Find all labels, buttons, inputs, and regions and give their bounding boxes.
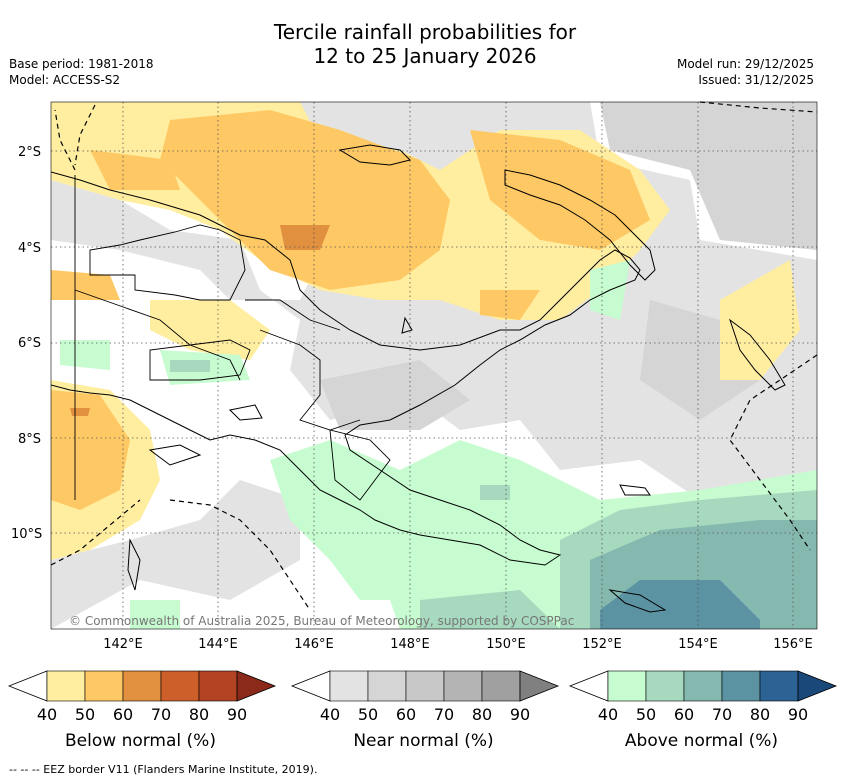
colorbar-tick-label: 80: [189, 705, 209, 724]
colorbar-min-extend: [7, 670, 48, 702]
colorbar-tick-label: 50: [358, 705, 378, 724]
model-name: Model: ACCESS-S2: [9, 73, 121, 87]
colorbar-tick-label: 90: [788, 705, 808, 724]
eez-borders: [50, 101, 818, 611]
colorbar-segment: [683, 670, 723, 702]
colorbar-segment: [46, 670, 86, 702]
colorbar-min-extend: [290, 670, 331, 702]
colorbar-tick-label: 60: [674, 705, 694, 724]
lon-label: 154°E: [678, 637, 718, 652]
lon-label: 156°E: [773, 637, 813, 652]
lat-label: 2°S: [18, 145, 41, 160]
colorbar-segment: [481, 670, 521, 702]
lon-label: 142°E: [103, 637, 143, 652]
colorbar-max-extend: [236, 670, 277, 702]
title-line-2: 12 to 25 January 2026: [313, 44, 537, 68]
colorbar-tick-label: 80: [750, 705, 770, 724]
lat-labels: 2°S 4°S 6°S 8°S 10°S: [11, 145, 42, 542]
lon-label: 152°E: [582, 637, 622, 652]
colorbar-below-normal: 40 50 60 70 80 90: [7, 670, 277, 724]
colorbar-segment: [721, 670, 761, 702]
colorbar-segment: [405, 670, 445, 702]
colorbar-segment: [645, 670, 685, 702]
colorbar-tick-label: 50: [75, 705, 95, 724]
colorbar-segment: [443, 670, 483, 702]
colorbar-above-normal: 40 50 60 70 80 90: [568, 670, 838, 724]
colorbar-segment: [122, 670, 162, 702]
lat-label: 6°S: [18, 336, 41, 351]
colorbar-segment: [84, 670, 124, 702]
colorbar-tick-label: 50: [636, 705, 656, 724]
colorbar-segment: [607, 670, 647, 702]
map-title: Tercile rainfall probabilities for 12 to…: [0, 20, 850, 68]
colorbar-tick-label: 60: [113, 705, 133, 724]
model-info: Base period: 1981-2018 Model: ACCESS-S2: [9, 56, 154, 88]
colorbar-segment: [198, 670, 238, 702]
lon-label: 150°E: [486, 637, 526, 652]
lon-label: 148°E: [390, 637, 430, 652]
colorbar-max-extend: [519, 670, 560, 702]
colorbar-tick-label: 40: [320, 705, 340, 724]
lon-label: 146°E: [294, 637, 334, 652]
probability-shading: [51, 102, 817, 629]
colorbar-max-extend: [797, 670, 838, 702]
run-info: Model run: 29/12/2025 Issued: 31/12/2025: [677, 56, 814, 88]
lat-label: 8°S: [18, 432, 41, 447]
lat-label: 4°S: [18, 241, 41, 256]
eez-footnote: -- -- -- EEZ border V11 (Flanders Marine…: [9, 763, 318, 776]
model-run: Model run: 29/12/2025: [676, 57, 814, 71]
issued-date: Issued: 31/12/2025: [698, 73, 814, 87]
copyright-text: © Commonwealth of Australia 2025, Bureau…: [69, 614, 574, 628]
colorbar-tick-label: 40: [598, 705, 618, 724]
coastlines: [51, 144, 786, 613]
lon-labels: 142°E 144°E 146°E 148°E 150°E 152°E 154°…: [103, 637, 813, 652]
graticule: [51, 102, 817, 629]
colorbar-title-above: Above normal (%): [624, 731, 779, 751]
colorbar-segment: [367, 670, 407, 702]
map-frame: [50, 101, 818, 630]
colorbar-segment: [160, 670, 200, 702]
colorbar-segment: [759, 670, 799, 702]
colorbar-tick-label: 70: [151, 705, 171, 724]
title-line-1: Tercile rainfall probabilities for: [273, 20, 577, 44]
province-borders: [74, 175, 391, 501]
colorbar-tick-label: 70: [434, 705, 454, 724]
colorbar-tick-label: 80: [472, 705, 492, 724]
colorbar-tick-label: 90: [227, 705, 247, 724]
colorbar-near-normal: 40 50 60 70 80 90: [290, 670, 560, 724]
colorbar-tick-label: 40: [37, 705, 57, 724]
base-period: Base period: 1981-2018: [9, 57, 154, 71]
colorbar-tick-label: 90: [510, 705, 530, 724]
colorbar-title-below: Below normal (%): [65, 731, 216, 751]
lat-label: 10°S: [11, 527, 42, 542]
colorbar-title-near: Near normal (%): [353, 731, 494, 751]
colorbar-tick-label: 60: [396, 705, 416, 724]
colorbar-tick-label: 70: [712, 705, 732, 724]
colorbar-min-extend: [568, 670, 609, 702]
lon-label: 144°E: [198, 637, 238, 652]
colorbar-segment: [329, 670, 369, 702]
